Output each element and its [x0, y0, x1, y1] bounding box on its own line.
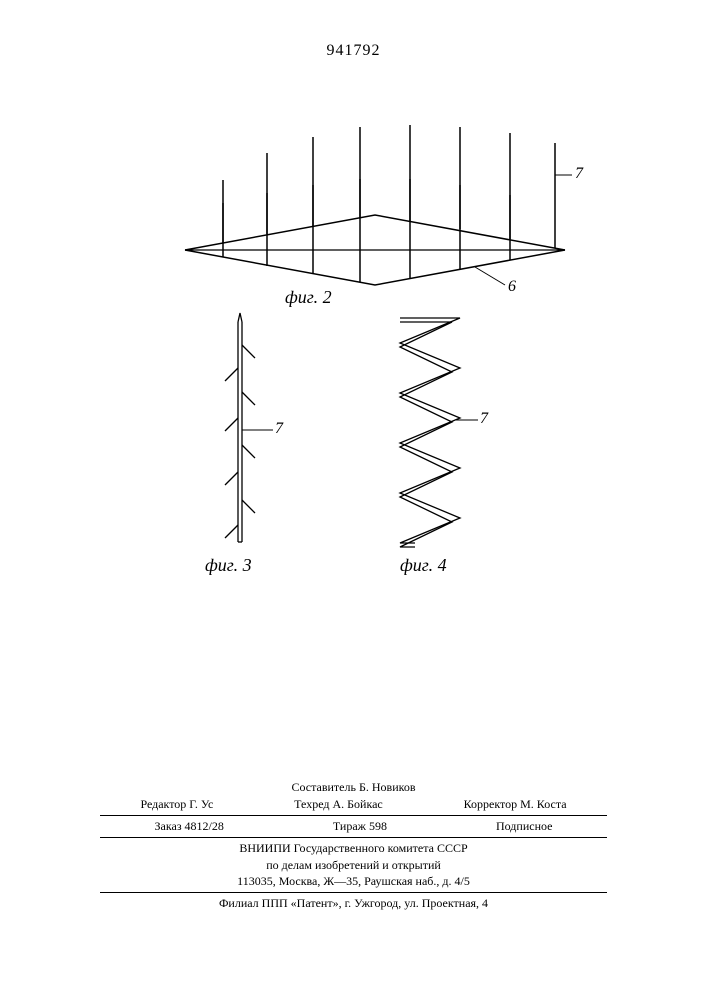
footer-divider-2 [100, 837, 607, 838]
fig3-label-7: 7 [275, 420, 283, 438]
footer-corrector: Корректор М. Коста [464, 796, 567, 813]
figure-3: 7 фиг. 3 [195, 310, 305, 590]
footer-order: Заказ 4812/28 [155, 818, 224, 835]
fig2-triangle [185, 215, 565, 250]
fig4-caption: фиг. 4 [400, 555, 447, 576]
fig4-label-7: 7 [480, 410, 488, 428]
footer-divider-1 [100, 815, 607, 816]
footer-podpisnoe: Подписное [496, 818, 553, 835]
footer: Составитель Б. Новиков Редактор Г. Ус Те… [0, 779, 707, 912]
figure-2: 7 6 фиг. 2 [175, 115, 575, 295]
footer-editor: Редактор Г. Ус [140, 796, 213, 813]
footer-compiler: Составитель Б. Новиков [0, 779, 707, 796]
footer-tirazh: Тираж 598 [333, 818, 387, 835]
fig4-svg [360, 310, 510, 555]
footer-techred: Техред А. Бойкас [294, 796, 383, 813]
page-number: 941792 [327, 42, 381, 60]
footer-address2: Филиал ППП «Патент», г. Ужгород, ул. Про… [0, 895, 707, 912]
fig4-zigzag-inner [400, 322, 452, 547]
footer-address1: 113035, Москва, Ж—35, Раушская наб., д. … [0, 873, 707, 890]
footer-org2: по делам изобретений и открытий [0, 857, 707, 874]
fig3-svg [195, 310, 305, 555]
fig2-leader-6 [475, 267, 505, 285]
footer-org1: ВНИИПИ Государственного комитета СССР [0, 840, 707, 857]
fig3-caption: фиг. 3 [205, 555, 252, 576]
fig2-caption: фиг. 2 [285, 287, 332, 308]
fig2-svg [175, 115, 575, 295]
footer-divider-3 [100, 892, 607, 893]
fig2-label-6: 6 [508, 278, 516, 296]
fig2-label-7: 7 [575, 165, 583, 183]
figure-4: 7 фиг. 4 [360, 310, 510, 590]
